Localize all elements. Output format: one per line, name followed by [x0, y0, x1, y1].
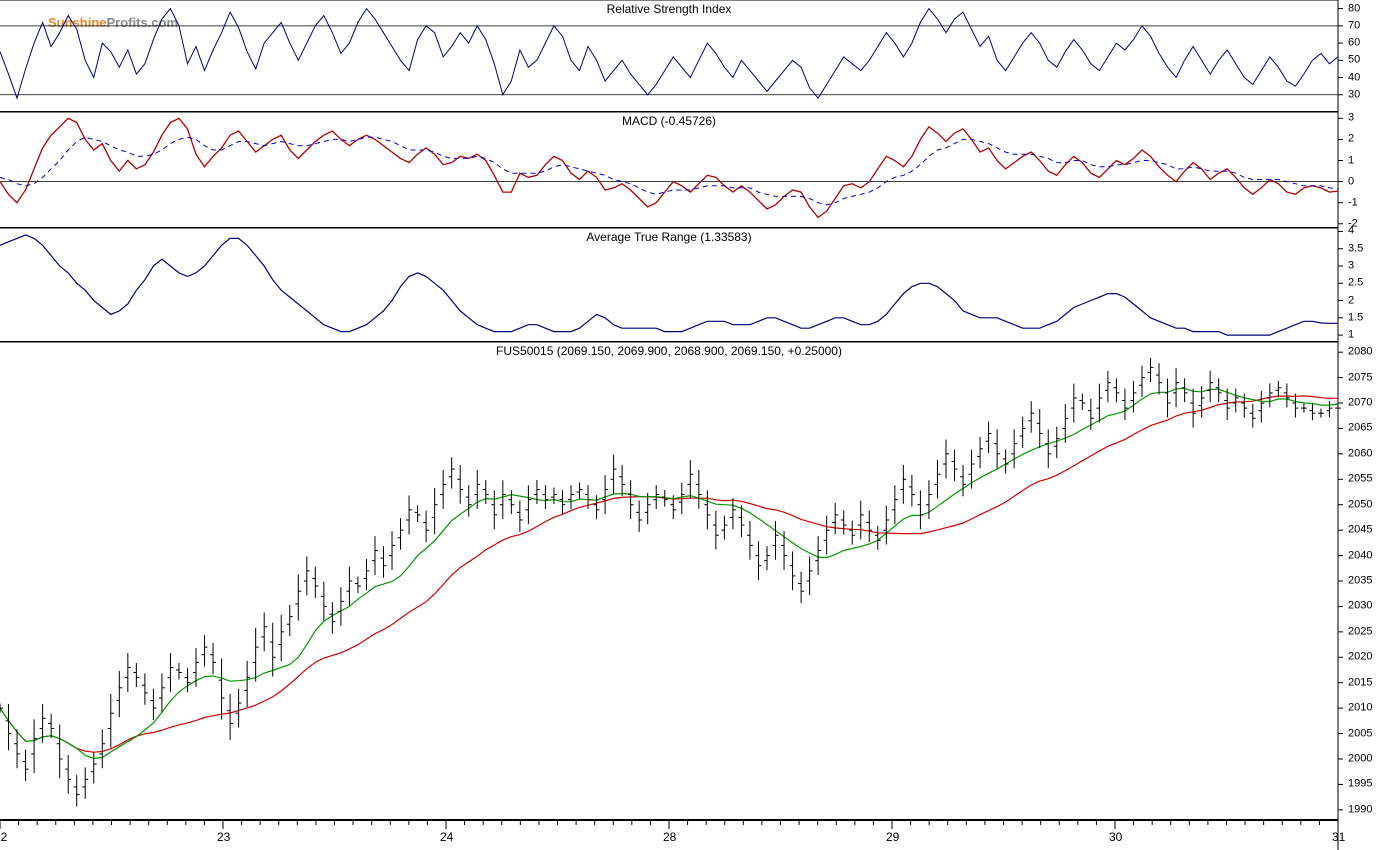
panel-macd: -2-10123MACD (-0.45726)	[0, 112, 1390, 228]
time-axis: 22232428293031	[0, 820, 1390, 850]
panel-atr: 11.522.533.54Average True Range (1.33583…	[0, 228, 1390, 342]
chart-stage: SunshineProfits.com 304050607080Relative…	[0, 0, 1390, 850]
panel-price: 1990199520002005201020152020202520302035…	[0, 342, 1390, 820]
panel-rsi: 304050607080Relative Strength Index	[0, 0, 1390, 112]
